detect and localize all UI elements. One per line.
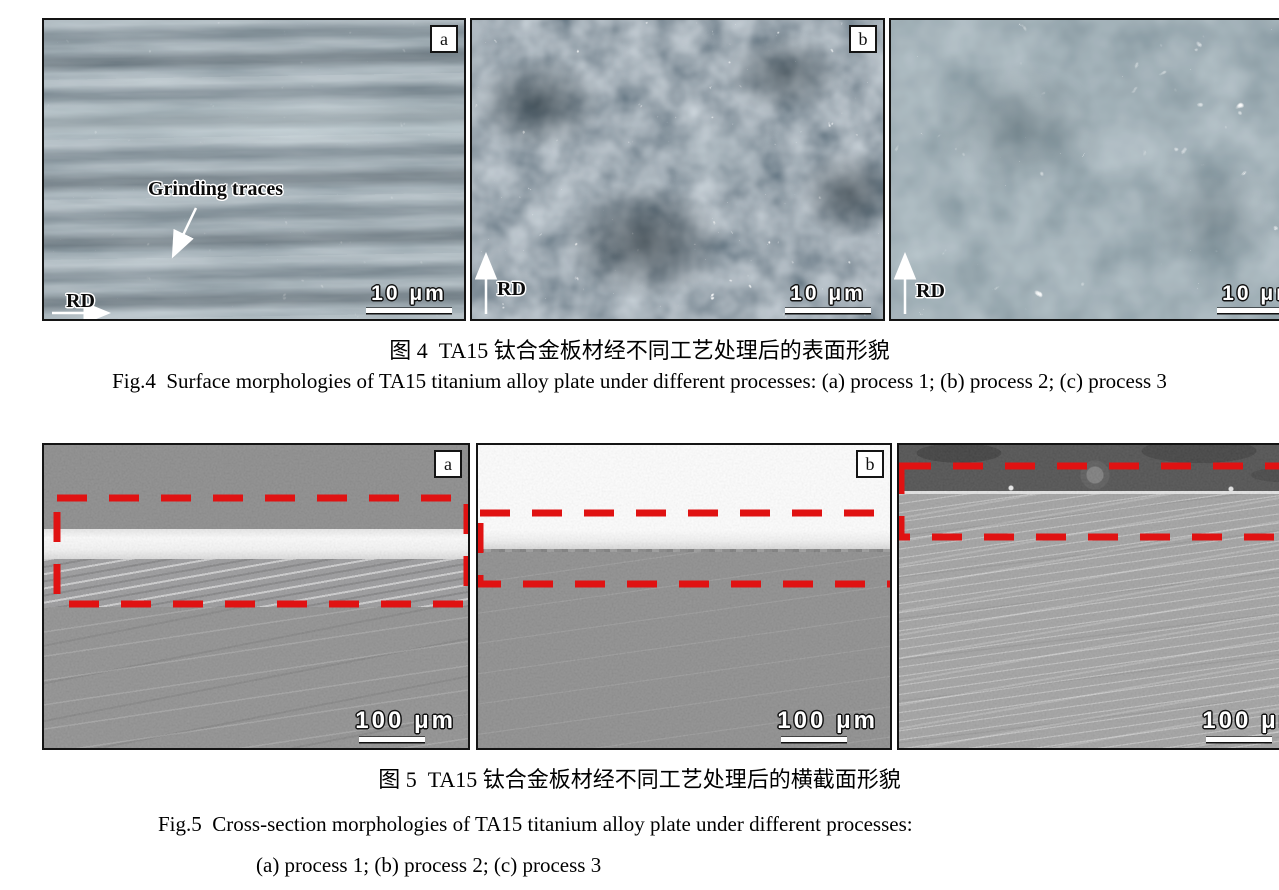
scale-bar: 100 μm — [355, 707, 456, 742]
panel-letter-badge: b — [849, 25, 877, 53]
scale-bar-label: 10 μm — [1222, 282, 1279, 305]
panel-letter: a — [440, 28, 448, 49]
annotation-arrow-icon — [52, 207, 198, 319]
scale-bar-line — [366, 308, 452, 313]
rd-arrow-icon — [893, 252, 917, 314]
scale-bar-line — [1206, 737, 1273, 742]
figure5-caption-en-line1: Fig.5 Cross-section morphologies of TA15… — [158, 812, 913, 836]
panel-letter-badge: b — [856, 450, 884, 478]
panel-letter: b — [865, 453, 875, 474]
scale-bar-label: 100 μm — [1202, 707, 1279, 734]
figure5-caption-zh: 图 5 TA15 钛合金板材经不同工艺处理后的横截面形貌 — [378, 767, 901, 792]
fig4-panel-a-micrograph: Grinding traces RD a 10 μm — [42, 18, 466, 321]
scale-bar-line — [785, 308, 871, 313]
grain-overlay — [478, 445, 890, 748]
panel-letter-badge: a — [430, 25, 458, 53]
scale-bar-label: 10 μm — [790, 282, 866, 305]
scale-bar-label: 100 μm — [777, 707, 878, 734]
highlight-region-box — [53, 494, 468, 608]
scale-bar: 10 μm — [1217, 282, 1279, 313]
sem-texture — [891, 20, 1279, 319]
fig5-panel-c-micrograph: c 100 μm — [897, 443, 1279, 750]
fig4-panel-b-micrograph: RD b 10 μm — [470, 18, 885, 321]
sem-texture — [44, 20, 464, 319]
grinding-traces-label: Grinding traces — [148, 178, 283, 200]
panel-letter-badge: a — [434, 450, 462, 478]
scale-bar: 10 μm — [785, 282, 871, 313]
rd-arrow-icon — [474, 252, 498, 314]
fig5-panel-b-micrograph: b 100 μm — [476, 443, 892, 750]
grinding-streaks-texture — [44, 20, 464, 319]
scale-bar-line — [359, 737, 426, 742]
scale-bar-line — [781, 737, 848, 742]
figure4-caption-en: Fig.4 Surface morphologies of TA15 titan… — [112, 369, 1167, 393]
scale-bar-label: 10 μm — [371, 282, 447, 305]
figure5-caption-en-line2: (a) process 1; (b) process 2; (c) proces… — [256, 853, 602, 877]
scale-bar-label: 100 μm — [355, 707, 456, 734]
scale-bar-line — [1217, 308, 1279, 313]
panel-letter: a — [444, 453, 452, 474]
fig5-panel-a-micrograph: a 100 μm — [42, 443, 470, 750]
scale-bar: 100 μm — [777, 707, 878, 742]
rolling-direction-label: RD — [916, 280, 945, 302]
fig4-panel-c-micrograph: RD c 10 μm — [889, 18, 1279, 321]
panel-letter: b — [858, 28, 868, 49]
highlight-region-box — [899, 462, 1279, 541]
figure4-caption-zh: 图 4 TA15 钛合金板材经不同工艺处理后的表面形貌 — [389, 338, 890, 363]
scale-bar: 100 μm — [1202, 707, 1279, 742]
rolling-direction-label: RD — [497, 278, 526, 300]
rolling-direction-label: RD — [66, 290, 95, 312]
mottled-texture — [472, 20, 883, 319]
scale-bar: 10 μm — [366, 282, 452, 313]
grain-texture — [891, 20, 1279, 319]
grain-overlay — [899, 445, 1279, 748]
highlight-region-box — [478, 509, 890, 588]
